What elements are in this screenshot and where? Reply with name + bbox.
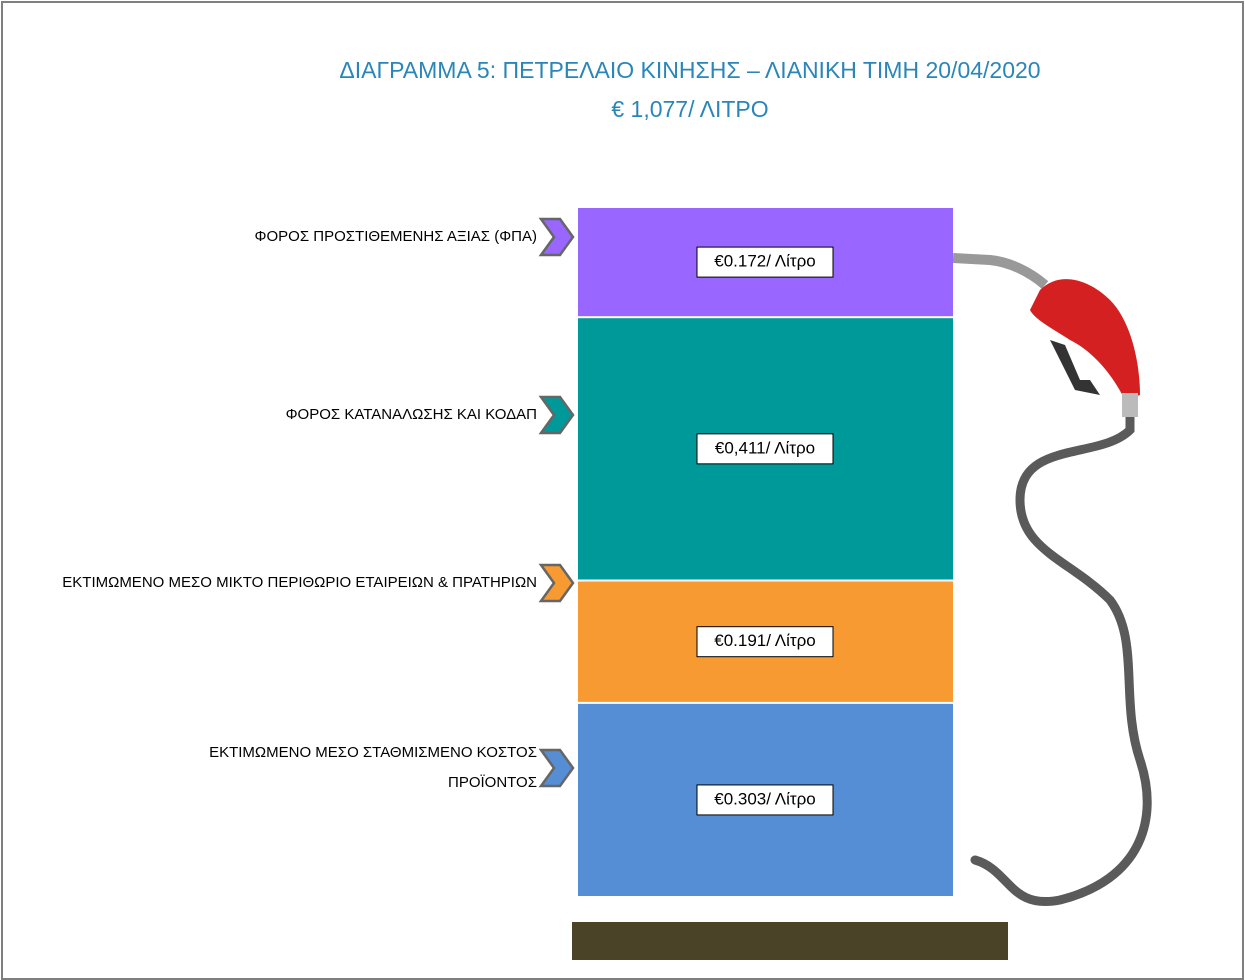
pump-base (572, 922, 1008, 960)
value-label-box (696, 784, 834, 816)
hose (970, 395, 1152, 907)
value-label: €0.191/ Λίτρο (714, 631, 815, 650)
chevron (538, 563, 575, 603)
legend-label: ΦΟΡΟΣ ΚΑΤΑΝΑΛΩΣΗΣ ΚΑΙ ΚΟΔΑΠ (285, 406, 537, 423)
value-label-box (696, 433, 834, 465)
nozzle-handle (1050, 340, 1100, 395)
legend-label: ΕΚΤΙΜΩΜΕΝΟ ΜΕΣΟ ΜΙΚΤΟ ΠΕΡΙΘΩΡΙΟ ΕΤΑΙΡΕΙΩ… (62, 574, 537, 591)
hose-top (952, 253, 1049, 289)
chevron (538, 217, 575, 257)
chevron (538, 748, 575, 788)
value-label: €0,411/ Λίτρο (715, 438, 815, 457)
chart-title: ΔΙΑΓΡΑΜΜΑ 5: ΠΕΤΡΕΛΑΙΟ ΚΙΝΗΣΗΣ – ΛΙΑΝΙΚΗ… (339, 57, 1040, 83)
nozzle (1030, 279, 1140, 400)
chevron (538, 395, 575, 435)
legend-label: ΦΟΡΟΣ ΠΡΟΣΤΙΘΕΜΕΝΗΣ ΑΞΙΑΣ (ΦΠΑ) (254, 228, 537, 245)
value-label: €0.172/ Λίτρο (714, 252, 815, 271)
value-label: €0.303/ Λίτρο (714, 789, 815, 808)
legend-label: ΕΚΤΙΜΩΜΕΝΟ ΜΕΣΟ ΣΤΑΘΜΙΣΜΕΝΟ ΚΟΣΤΟΣ ΠΡΟΪΟ… (209, 744, 537, 791)
value-label-box (696, 626, 834, 658)
value-label-box (696, 246, 834, 278)
chart-subtitle: € 1,077/ ΛΙΤΡΟ (611, 96, 768, 122)
nozzle-tip (1122, 393, 1138, 417)
